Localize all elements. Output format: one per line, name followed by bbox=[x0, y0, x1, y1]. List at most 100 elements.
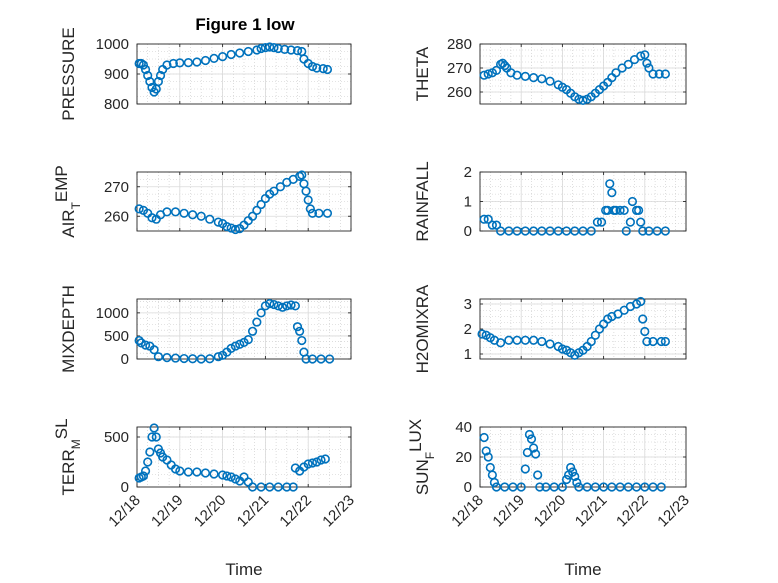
pressure-point-30 bbox=[286, 45, 296, 55]
airtemp-point-9 bbox=[188, 210, 198, 220]
x-tick-label: 12/20 bbox=[191, 492, 230, 531]
pressure-point-10 bbox=[155, 70, 166, 81]
pressure-point-3 bbox=[140, 64, 151, 75]
y-axis-label: THETA bbox=[413, 46, 432, 101]
sunflux-point-16 bbox=[533, 470, 543, 480]
x-tick-label: 12/21 bbox=[234, 492, 273, 531]
terrmsl-point-3 bbox=[140, 466, 151, 476]
terrmsl-point-5 bbox=[145, 447, 155, 457]
terrmsl-point-18 bbox=[200, 468, 211, 478]
pressure-point-25 bbox=[260, 42, 271, 53]
mixdepth-point-32 bbox=[295, 326, 305, 336]
rainfall-point-28 bbox=[627, 196, 638, 207]
theta-point-34 bbox=[642, 58, 652, 68]
theta-point-12 bbox=[537, 74, 547, 84]
terrmsl-point-4 bbox=[143, 457, 153, 467]
sunflux-point-24 bbox=[568, 467, 578, 477]
rainfall-point-16 bbox=[592, 217, 603, 227]
rainfall-point-32 bbox=[638, 226, 648, 236]
rainfall-point-35 bbox=[660, 226, 671, 236]
h2omix-point-4 bbox=[496, 338, 506, 348]
terrmsl-point-17 bbox=[192, 467, 202, 477]
sunflux-point-2 bbox=[483, 452, 493, 462]
sunflux-point-4 bbox=[487, 470, 497, 480]
terrmsl-point-32 bbox=[288, 482, 298, 492]
rainfall-point-1 bbox=[483, 214, 493, 224]
rainfall-point-15 bbox=[586, 226, 596, 236]
pressure-point-33 bbox=[299, 54, 309, 64]
terrmsl-point-15 bbox=[175, 466, 185, 476]
airtemp-point-32 bbox=[301, 186, 311, 196]
subplot-terrmsl: 0 500 TERRMSL 12/18 12/19 12/20 12/21 12/22 12/2… bbox=[52, 418, 358, 579]
pressure-point-2 bbox=[138, 60, 149, 70]
airtemp-point-35 bbox=[307, 208, 318, 218]
h2omix-point-30 bbox=[638, 314, 648, 324]
sunflux-point-26 bbox=[572, 477, 582, 488]
y-tick-label: 0 bbox=[121, 479, 129, 496]
mixdepth-point-36 bbox=[307, 354, 318, 364]
sunflux-point-11 bbox=[522, 447, 532, 458]
subplot-mixdepth: 0 500 1000 MIXDEPTH bbox=[59, 285, 352, 373]
y-tick-label: 270 bbox=[104, 179, 129, 196]
theta-point-0 bbox=[479, 70, 489, 80]
airtemp-point-34 bbox=[305, 204, 315, 214]
terrmsl-point-6 bbox=[147, 432, 157, 442]
y-axis-label: H2OMIXRA bbox=[413, 284, 432, 373]
x-tick-label: 12/21 bbox=[572, 492, 611, 531]
rainfall-point-27 bbox=[625, 217, 635, 227]
pressure-point-9 bbox=[153, 76, 163, 87]
airtemp-point-15 bbox=[226, 223, 236, 233]
mixdepth-point-2 bbox=[140, 340, 151, 350]
terrmsl-point-2 bbox=[138, 471, 149, 481]
airtemp-point-0 bbox=[134, 204, 144, 214]
y-tick-label: 20 bbox=[455, 449, 472, 466]
terrmsl-point-31 bbox=[282, 482, 292, 492]
rainfall-point-26 bbox=[621, 226, 631, 236]
mixdepth-point-25 bbox=[269, 299, 279, 310]
h2omix-point-8 bbox=[528, 335, 539, 345]
mixdepth-point-17 bbox=[235, 339, 245, 349]
terrmsl-point-8 bbox=[151, 432, 161, 442]
airtemp-point-11 bbox=[205, 214, 215, 224]
terrmsl-point-19 bbox=[209, 469, 219, 479]
pressure-point-26 bbox=[265, 42, 275, 52]
y-tick-label: 40 bbox=[455, 419, 472, 436]
terrmsl-point-38 bbox=[312, 457, 322, 467]
pressure-point-21 bbox=[235, 48, 245, 58]
airtemp-point-7 bbox=[170, 207, 181, 217]
terrmsl-point-29 bbox=[265, 482, 275, 492]
x-tick-label: 12/20 bbox=[531, 492, 570, 531]
terrmsl-point-22 bbox=[226, 472, 236, 482]
theta-point-27 bbox=[607, 72, 617, 83]
y-tick-label: 270 bbox=[447, 60, 472, 77]
subplot-airtemp: 260 270 AIRTEMP bbox=[52, 165, 352, 238]
h2omix-point-31 bbox=[640, 326, 650, 337]
airtemp-point-6 bbox=[162, 207, 172, 217]
x-tick-label: 12/23 bbox=[319, 492, 358, 531]
rainfall-point-17 bbox=[596, 217, 607, 227]
rainfall-point-25 bbox=[619, 205, 629, 215]
y-tick-label: 900 bbox=[104, 66, 129, 83]
pressure-point-27 bbox=[269, 42, 279, 53]
pressure-point-18 bbox=[209, 53, 219, 64]
theta-point-35 bbox=[644, 63, 654, 73]
subplot-pressure: 800 900 1000 PRESSURE bbox=[59, 27, 352, 121]
pressure-point-15 bbox=[183, 57, 193, 68]
pressure-point-12 bbox=[162, 60, 172, 70]
airtemp-point-3 bbox=[147, 213, 157, 223]
x-tick-label: 12/23 bbox=[654, 492, 693, 531]
mixdepth-point-37 bbox=[316, 354, 326, 364]
airtemp-point-30 bbox=[297, 170, 307, 180]
mixdepth-point-7 bbox=[170, 353, 181, 363]
axes-box bbox=[136, 171, 352, 232]
mixdepth-point-10 bbox=[196, 354, 206, 364]
h2omix-point-7 bbox=[520, 335, 530, 345]
mixdepth-point-21 bbox=[252, 317, 262, 327]
mixdepth-point-9 bbox=[188, 354, 198, 364]
airtemp-point-25 bbox=[269, 186, 279, 196]
terrmsl-point-27 bbox=[247, 482, 258, 492]
y-axis-label: MIXDEPTH bbox=[59, 285, 78, 373]
y-tick-label: 0 bbox=[464, 479, 472, 496]
sunflux-point-12 bbox=[524, 429, 535, 440]
